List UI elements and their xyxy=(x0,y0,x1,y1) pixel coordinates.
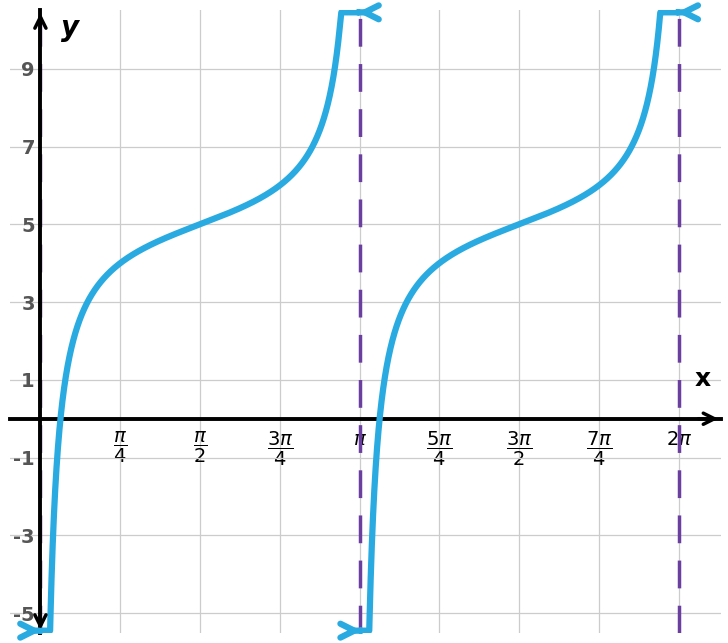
Text: y: y xyxy=(60,14,79,42)
Text: x: x xyxy=(695,368,711,392)
